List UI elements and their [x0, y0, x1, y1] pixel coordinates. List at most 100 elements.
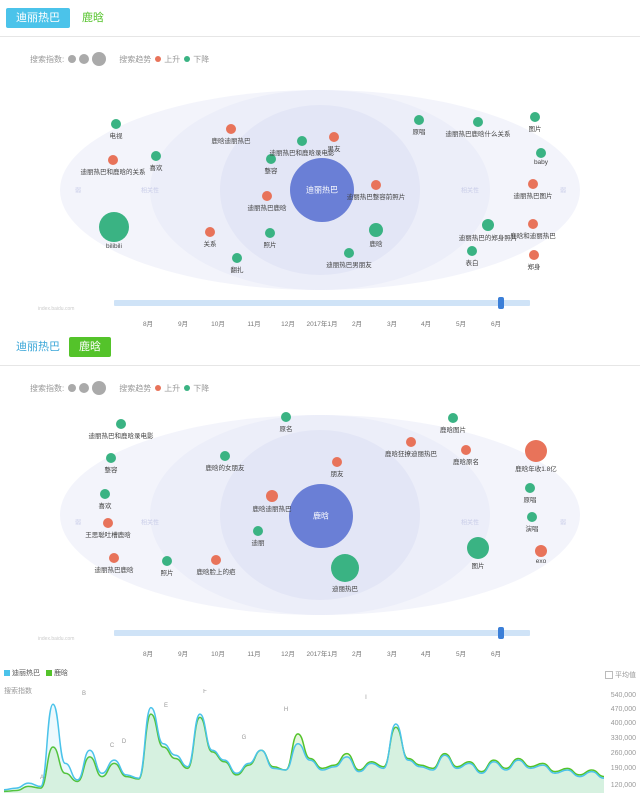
- relevance-label: 弱: [74, 188, 82, 195]
- keyword-bubble[interactable]: [332, 457, 342, 467]
- keyword-bubble[interactable]: [467, 246, 477, 256]
- keyword-bubble[interactable]: [109, 553, 119, 563]
- keyword-label: baby: [533, 159, 549, 166]
- keyword-bubble[interactable]: [116, 419, 126, 429]
- keyword-label: 鹿晗狂撩迪丽热巴: [385, 451, 437, 458]
- keyword-bubble[interactable]: [473, 117, 483, 127]
- keyword-bubble[interactable]: [266, 490, 278, 502]
- keyword-bubble[interactable]: [226, 124, 236, 134]
- keyword-label: 整容: [104, 467, 118, 474]
- keyword-label: 演唱: [525, 526, 539, 533]
- keyword-bubble[interactable]: [467, 537, 489, 559]
- keyword-label: 男友: [327, 146, 341, 153]
- keyword-bubble[interactable]: [461, 445, 471, 455]
- keyword-bubble[interactable]: [525, 440, 547, 462]
- timeline-month-label: 11月: [247, 651, 261, 658]
- keyword-bubble[interactable]: [253, 526, 263, 536]
- keyword-label: 迪丽热巴鹿晗: [94, 567, 134, 574]
- keyword-bubble[interactable]: [108, 155, 118, 165]
- chart-ylabel: 搜索指数: [4, 688, 32, 695]
- keyword-bubble[interactable]: [535, 545, 547, 557]
- keyword-bubble[interactable]: [211, 555, 221, 565]
- keyword-bubble[interactable]: [482, 219, 494, 231]
- keyword-bubble[interactable]: [536, 148, 546, 158]
- keyword-label: 鹿晗原名: [453, 459, 479, 466]
- keyword-label: 整容: [264, 168, 278, 175]
- relevance-label: 弱: [559, 188, 567, 195]
- legend-down: 下降: [193, 54, 210, 64]
- keyword-bubble[interactable]: [331, 554, 359, 582]
- keyword-bubble[interactable]: [344, 248, 354, 258]
- legend-up: 上升: [164, 54, 181, 64]
- center-keyword-bubble[interactable]: [289, 484, 353, 548]
- keyword-bubble[interactable]: [266, 154, 276, 164]
- y-tick-label: 190,000: [610, 765, 636, 772]
- keyword-bubble[interactable]: [414, 115, 424, 125]
- keyword-bubble[interactable]: [525, 483, 535, 493]
- timeline-month-label: 6月: [490, 651, 502, 658]
- search-index-chart: A B C D E F G H I: [3, 689, 605, 793]
- keyword-bubble[interactable]: [111, 119, 121, 129]
- chart-annotation: I: [365, 695, 367, 701]
- keyword-label: 鹿晗: [369, 241, 383, 248]
- timeline-handle-1[interactable]: [498, 297, 504, 309]
- tab-dilireba-2[interactable]: 迪丽热巴: [16, 341, 60, 353]
- keyword-bubble[interactable]: [406, 437, 416, 447]
- keyword-bubble[interactable]: [162, 556, 172, 566]
- keyword-label: 迪丽热巴的郑身照片: [458, 235, 518, 242]
- keyword-label: 图片: [528, 126, 542, 133]
- keyword-bubble[interactable]: [265, 228, 275, 238]
- center-keyword-bubble[interactable]: [290, 158, 354, 222]
- avg-label: 平均值: [615, 672, 636, 679]
- timeline-slider-1[interactable]: [114, 300, 530, 306]
- size-dot-small-2: [68, 384, 77, 392]
- chart-annotation: B: [82, 691, 86, 697]
- down-dot: [184, 56, 191, 62]
- legend-trend-2: 搜索趋势: [119, 383, 152, 393]
- timeline-handle-2[interactable]: [498, 627, 504, 639]
- keyword-bubble[interactable]: [528, 179, 538, 189]
- chart-legend: 迪丽热巴 鹿晗: [4, 668, 68, 678]
- keyword-bubble[interactable]: [151, 151, 161, 161]
- keyword-bubble[interactable]: [329, 132, 339, 142]
- keyword-bubble[interactable]: [262, 191, 272, 201]
- keyword-graph-1: 弱相关性 相关性弱迪丽热巴 电视 迪丽热巴和鹿晗的关系 喜欢 bilibili 关系 鹿晗迪丽…: [0, 80, 640, 300]
- up-dot: [155, 56, 162, 62]
- keyword-bubble[interactable]: [99, 212, 129, 242]
- keyword-bubble[interactable]: [103, 518, 113, 528]
- keyword-bubble[interactable]: [529, 250, 539, 260]
- y-tick-label: 120,000: [610, 782, 636, 789]
- avg-checkbox[interactable]: 平均值: [605, 670, 636, 680]
- tab-dilireba[interactable]: 迪丽热巴: [6, 8, 70, 28]
- keyword-bubble[interactable]: [528, 219, 538, 229]
- keyword-label: 翻扎: [230, 267, 244, 274]
- relevance-label: 弱: [559, 520, 567, 527]
- size-dot-medium: [79, 54, 90, 64]
- keyword-bubble[interactable]: [220, 451, 230, 461]
- legend-down-2: 下降: [193, 383, 210, 393]
- keyword-bubble[interactable]: [100, 489, 110, 499]
- series-1-swatch: [4, 670, 10, 676]
- keyword-label: 照片: [263, 242, 277, 249]
- keyword-bubble[interactable]: [106, 453, 116, 463]
- keyword-bubble[interactable]: [448, 413, 458, 423]
- chart-annotation: G: [242, 735, 247, 741]
- tab-luhan-2[interactable]: 鹿晗: [69, 337, 111, 357]
- y-tick-label: 540,000: [610, 692, 636, 699]
- keyword-bubble[interactable]: [369, 223, 383, 237]
- legend-search-index: 搜索指数:: [30, 54, 65, 64]
- keyword-bubble[interactable]: [527, 512, 537, 522]
- timeline-month-label: 3月: [386, 651, 398, 658]
- tab-luhan[interactable]: 鹿晗: [82, 12, 104, 24]
- timeline-month-label: 9月: [177, 651, 189, 658]
- timeline-slider-2[interactable]: [114, 630, 530, 636]
- keyword-bubble[interactable]: [371, 180, 381, 190]
- keyword-bubble[interactable]: [232, 253, 242, 263]
- keyword-bubble[interactable]: [297, 136, 307, 146]
- keyword-bubble[interactable]: [281, 412, 291, 422]
- keyword-label: 迪丽热巴: [332, 586, 358, 593]
- keyword-bubble[interactable]: [530, 112, 540, 122]
- chart-annotation: F: [203, 689, 207, 695]
- keyword-bubble[interactable]: [205, 227, 215, 237]
- timeline-month-label: 3月: [386, 321, 398, 328]
